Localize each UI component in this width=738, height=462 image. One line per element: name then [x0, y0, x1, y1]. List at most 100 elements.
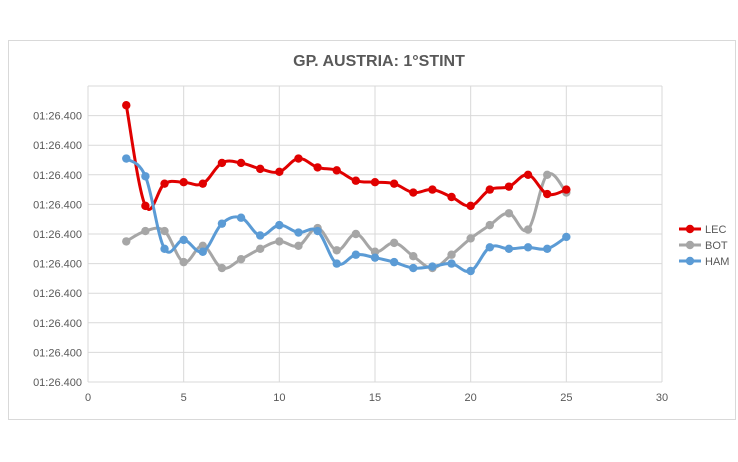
- legend-item-bot: BOT: [679, 240, 728, 252]
- data-point-lec: [485, 185, 494, 194]
- y-tick-label: 01:26.400: [33, 377, 82, 389]
- data-point-bot: [543, 170, 552, 179]
- data-point-lec: [217, 158, 227, 168]
- data-point-ham: [543, 244, 552, 253]
- data-point-lec: [504, 182, 514, 191]
- data-point-ham: [256, 231, 265, 240]
- data-point-ham: [466, 266, 475, 276]
- data-point-bot: [141, 226, 150, 236]
- data-point-ham: [523, 243, 533, 252]
- data-point-ham: [160, 244, 169, 253]
- x-tick-label: 25: [560, 392, 572, 404]
- data-point-lec: [466, 201, 475, 211]
- data-point-lec: [294, 154, 303, 163]
- data-point-lec: [275, 167, 284, 177]
- data-point-ham: [122, 154, 131, 163]
- y-tick-label: 01:26.400: [33, 229, 82, 241]
- data-point-ham: [332, 259, 341, 268]
- legend: LEC BOT HAM: [679, 224, 729, 268]
- data-point-lec: [351, 176, 361, 185]
- x-tick-label: 20: [465, 392, 477, 404]
- data-point-ham: [447, 259, 456, 268]
- series-ham: [122, 154, 571, 276]
- y-tick-label: 01:26.400: [33, 347, 82, 359]
- data-point-bot: [523, 225, 533, 234]
- y-tick-label: 01:26.400: [33, 318, 82, 330]
- data-point-bot: [160, 226, 169, 236]
- series-line-lec: [124, 103, 568, 211]
- data-point-bot: [370, 247, 380, 256]
- x-tick-label: 10: [273, 392, 285, 404]
- series-lec: [122, 101, 571, 211]
- data-point-lec: [543, 189, 552, 199]
- data-point-ham: [313, 226, 322, 236]
- data-point-lec: [409, 188, 418, 197]
- line-chart: GP. AUSTRIA: 1°STINT 01:26.40001:26.4000…: [33, 53, 729, 404]
- data-point-lec: [198, 179, 207, 188]
- data-point-bot: [504, 209, 514, 218]
- data-point-lec: [141, 201, 150, 211]
- chart-title: GP. AUSTRIA: 1°STINT: [293, 53, 465, 70]
- data-point-lec: [256, 164, 265, 174]
- data-point-ham: [504, 244, 514, 253]
- data-point-lec: [447, 192, 456, 202]
- axes: 01:26.400 01:26.400 01:26.400 01:26.400 01:2…: [33, 111, 668, 404]
- y-tick-label: 01:26.400: [33, 259, 82, 271]
- legend-marker-lec: [685, 224, 695, 234]
- data-point-bot: [275, 237, 284, 246]
- y-tick-label: 01:26.400: [33, 170, 82, 182]
- data-point-lec: [389, 179, 399, 188]
- data-point-bot: [351, 229, 361, 239]
- legend-marker-ham: [685, 256, 695, 266]
- data-point-bot: [179, 257, 188, 267]
- data-point-bot: [332, 246, 341, 255]
- data-point-ham: [409, 263, 418, 273]
- data-point-bot: [236, 254, 246, 264]
- data-point-lec: [370, 178, 380, 187]
- legend-label-ham: HAM: [705, 256, 729, 268]
- data-point-bot: [294, 241, 303, 251]
- data-point-bot: [466, 234, 475, 243]
- x-tick-label: 30: [656, 392, 668, 404]
- data-point-ham: [428, 262, 437, 271]
- data-point-bot: [409, 252, 418, 261]
- data-point-lec: [428, 185, 437, 194]
- y-tick-label: 01:26.400: [33, 199, 82, 211]
- data-point-bot: [122, 237, 131, 246]
- data-point-ham: [179, 235, 188, 245]
- legend-label-lec: LEC: [705, 224, 726, 236]
- data-point-bot: [217, 263, 227, 273]
- data-point-bot: [485, 220, 494, 230]
- grid: [87, 85, 663, 383]
- data-point-bot: [389, 238, 399, 248]
- series-group: [122, 101, 571, 276]
- legend-marker-bot: [685, 240, 695, 250]
- data-point-bot: [256, 244, 265, 253]
- legend-label-bot: BOT: [705, 240, 728, 252]
- data-point-lec: [160, 179, 169, 188]
- y-tick-label: 01:26.400: [33, 111, 82, 123]
- data-point-ham: [485, 243, 494, 252]
- data-point-ham: [275, 220, 284, 230]
- data-point-lec: [332, 166, 341, 175]
- data-point-ham: [370, 253, 380, 262]
- data-point-ham: [294, 228, 303, 237]
- data-point-ham: [236, 213, 246, 222]
- legend-item-lec: LEC: [679, 224, 726, 236]
- data-point-ham: [217, 219, 227, 228]
- data-point-lec: [179, 178, 188, 187]
- data-point-ham: [351, 250, 361, 259]
- x-tick-label: 5: [181, 392, 187, 404]
- data-point-ham: [389, 257, 399, 267]
- data-point-ham: [562, 232, 571, 242]
- x-tick-label: 15: [369, 392, 381, 404]
- series-bot: [122, 170, 571, 273]
- data-point-lec: [523, 170, 533, 179]
- data-point-bot: [447, 250, 456, 259]
- y-tick-label: 01:26.400: [33, 140, 82, 152]
- data-point-lec: [313, 163, 322, 172]
- data-point-lec: [562, 185, 571, 194]
- data-point-lec: [236, 158, 246, 168]
- x-tick-label: 0: [85, 392, 91, 404]
- y-tick-label: 01:26.400: [33, 288, 82, 300]
